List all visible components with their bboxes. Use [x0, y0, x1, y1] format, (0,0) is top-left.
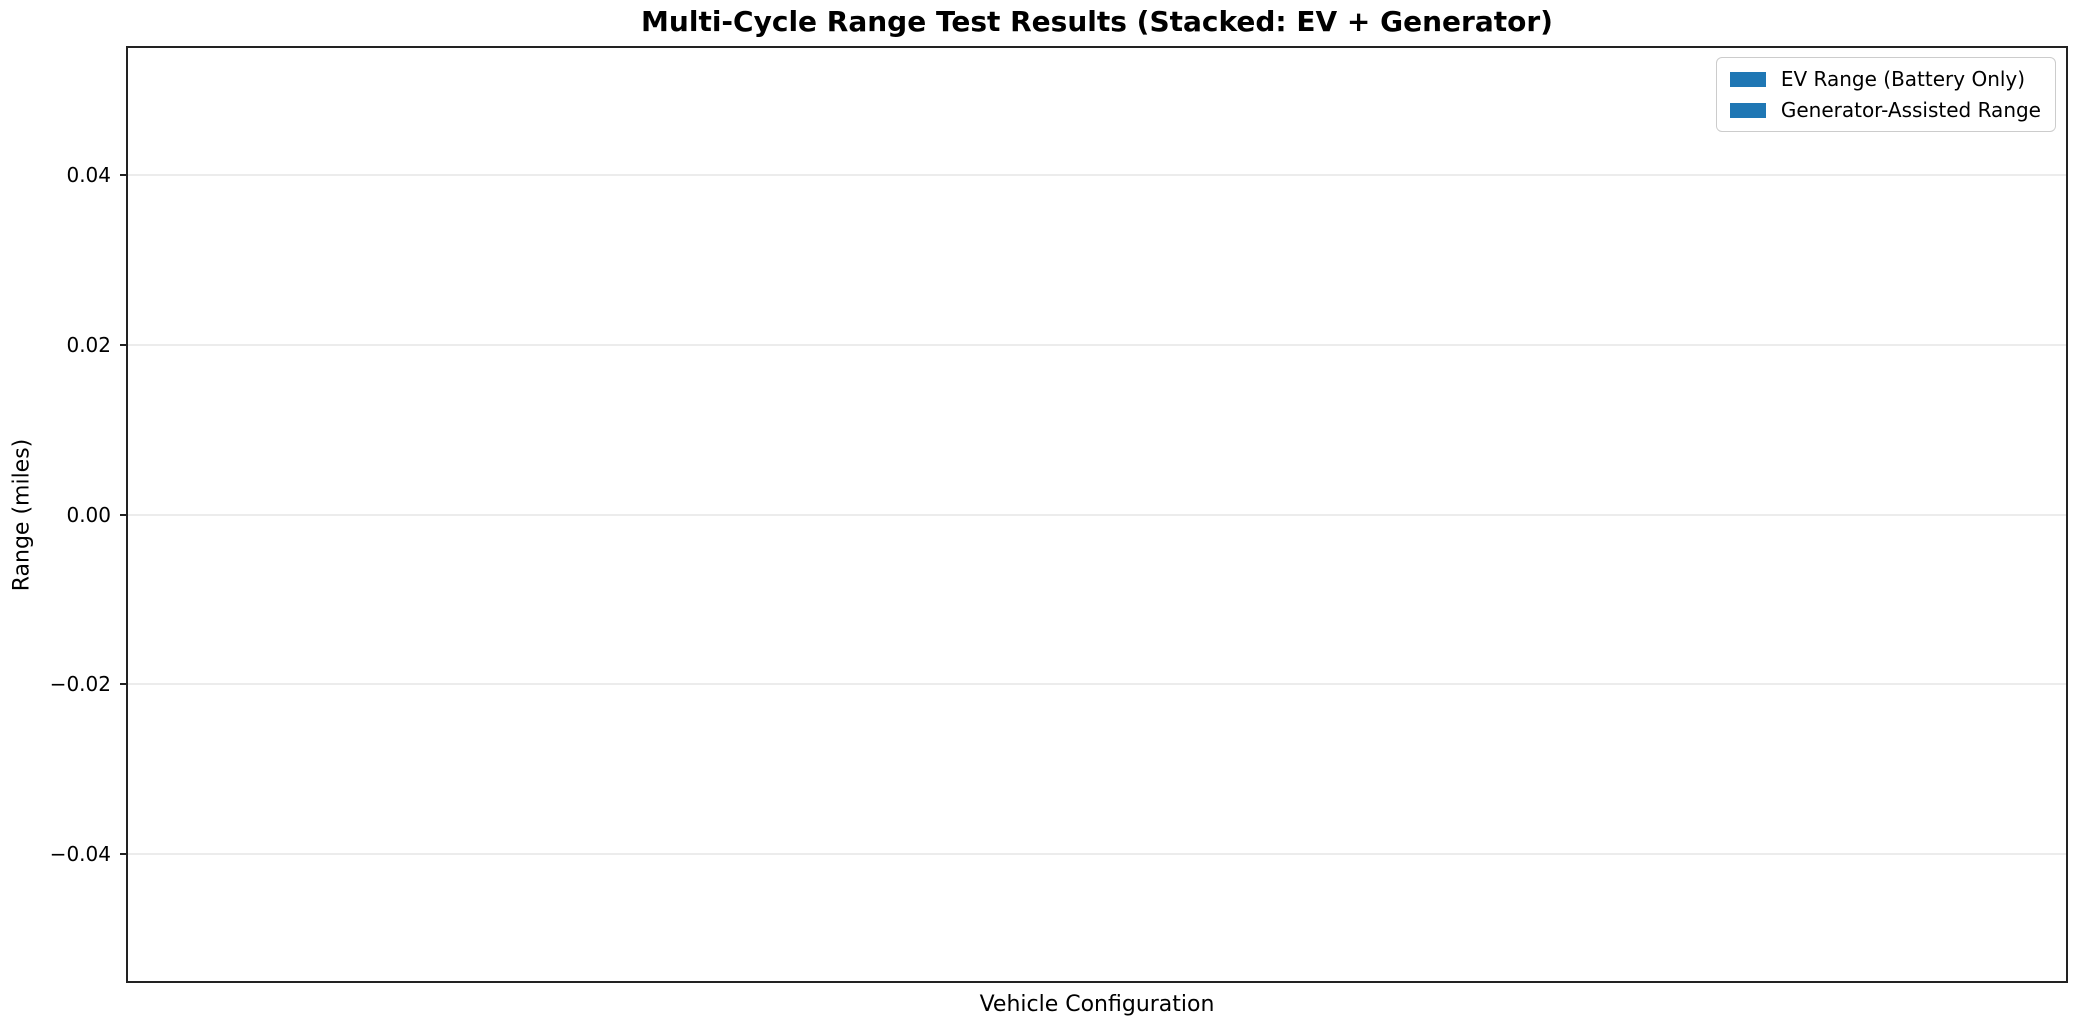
- y-tick-label: 0.02: [66, 332, 111, 357]
- x-axis-label: Vehicle Configuration: [979, 992, 1215, 1017]
- legend-item: Generator-Assisted Range: [1729, 98, 2041, 122]
- y-tick-mark: [120, 343, 128, 346]
- gridline: [128, 343, 2066, 346]
- gridline: [128, 513, 2066, 516]
- y-tick-mark: [120, 852, 128, 855]
- legend-item: EV Range (Battery Only): [1729, 67, 2041, 91]
- gridline: [128, 174, 2066, 177]
- y-tick-label: −0.04: [49, 841, 111, 866]
- legend: EV Range (Battery Only) Generator-Assiste…: [1715, 57, 2056, 132]
- chart-title: Multi-Cycle Range Test Results (Stacked:…: [641, 5, 1553, 38]
- y-tick-label: 0.00: [66, 502, 111, 527]
- y-tick-mark: [120, 513, 128, 516]
- legend-swatch: [1729, 102, 1766, 118]
- y-tick-mark: [120, 683, 128, 686]
- gridline: [128, 852, 2066, 855]
- y-tick-mark: [120, 174, 128, 177]
- legend-label: Generator-Assisted Range: [1780, 98, 2041, 122]
- y-tick-label: −0.02: [49, 672, 111, 697]
- y-tick-label: 0.04: [66, 163, 111, 188]
- plot-area: 0.04 0.02 0.00 −0.02 −0.04: [50, 46, 2068, 983]
- gridline: [128, 683, 2066, 686]
- legend-swatch: [1729, 71, 1766, 87]
- y-axis-label: Range (miles): [9, 438, 35, 592]
- legend-label: EV Range (Battery Only): [1780, 67, 2026, 91]
